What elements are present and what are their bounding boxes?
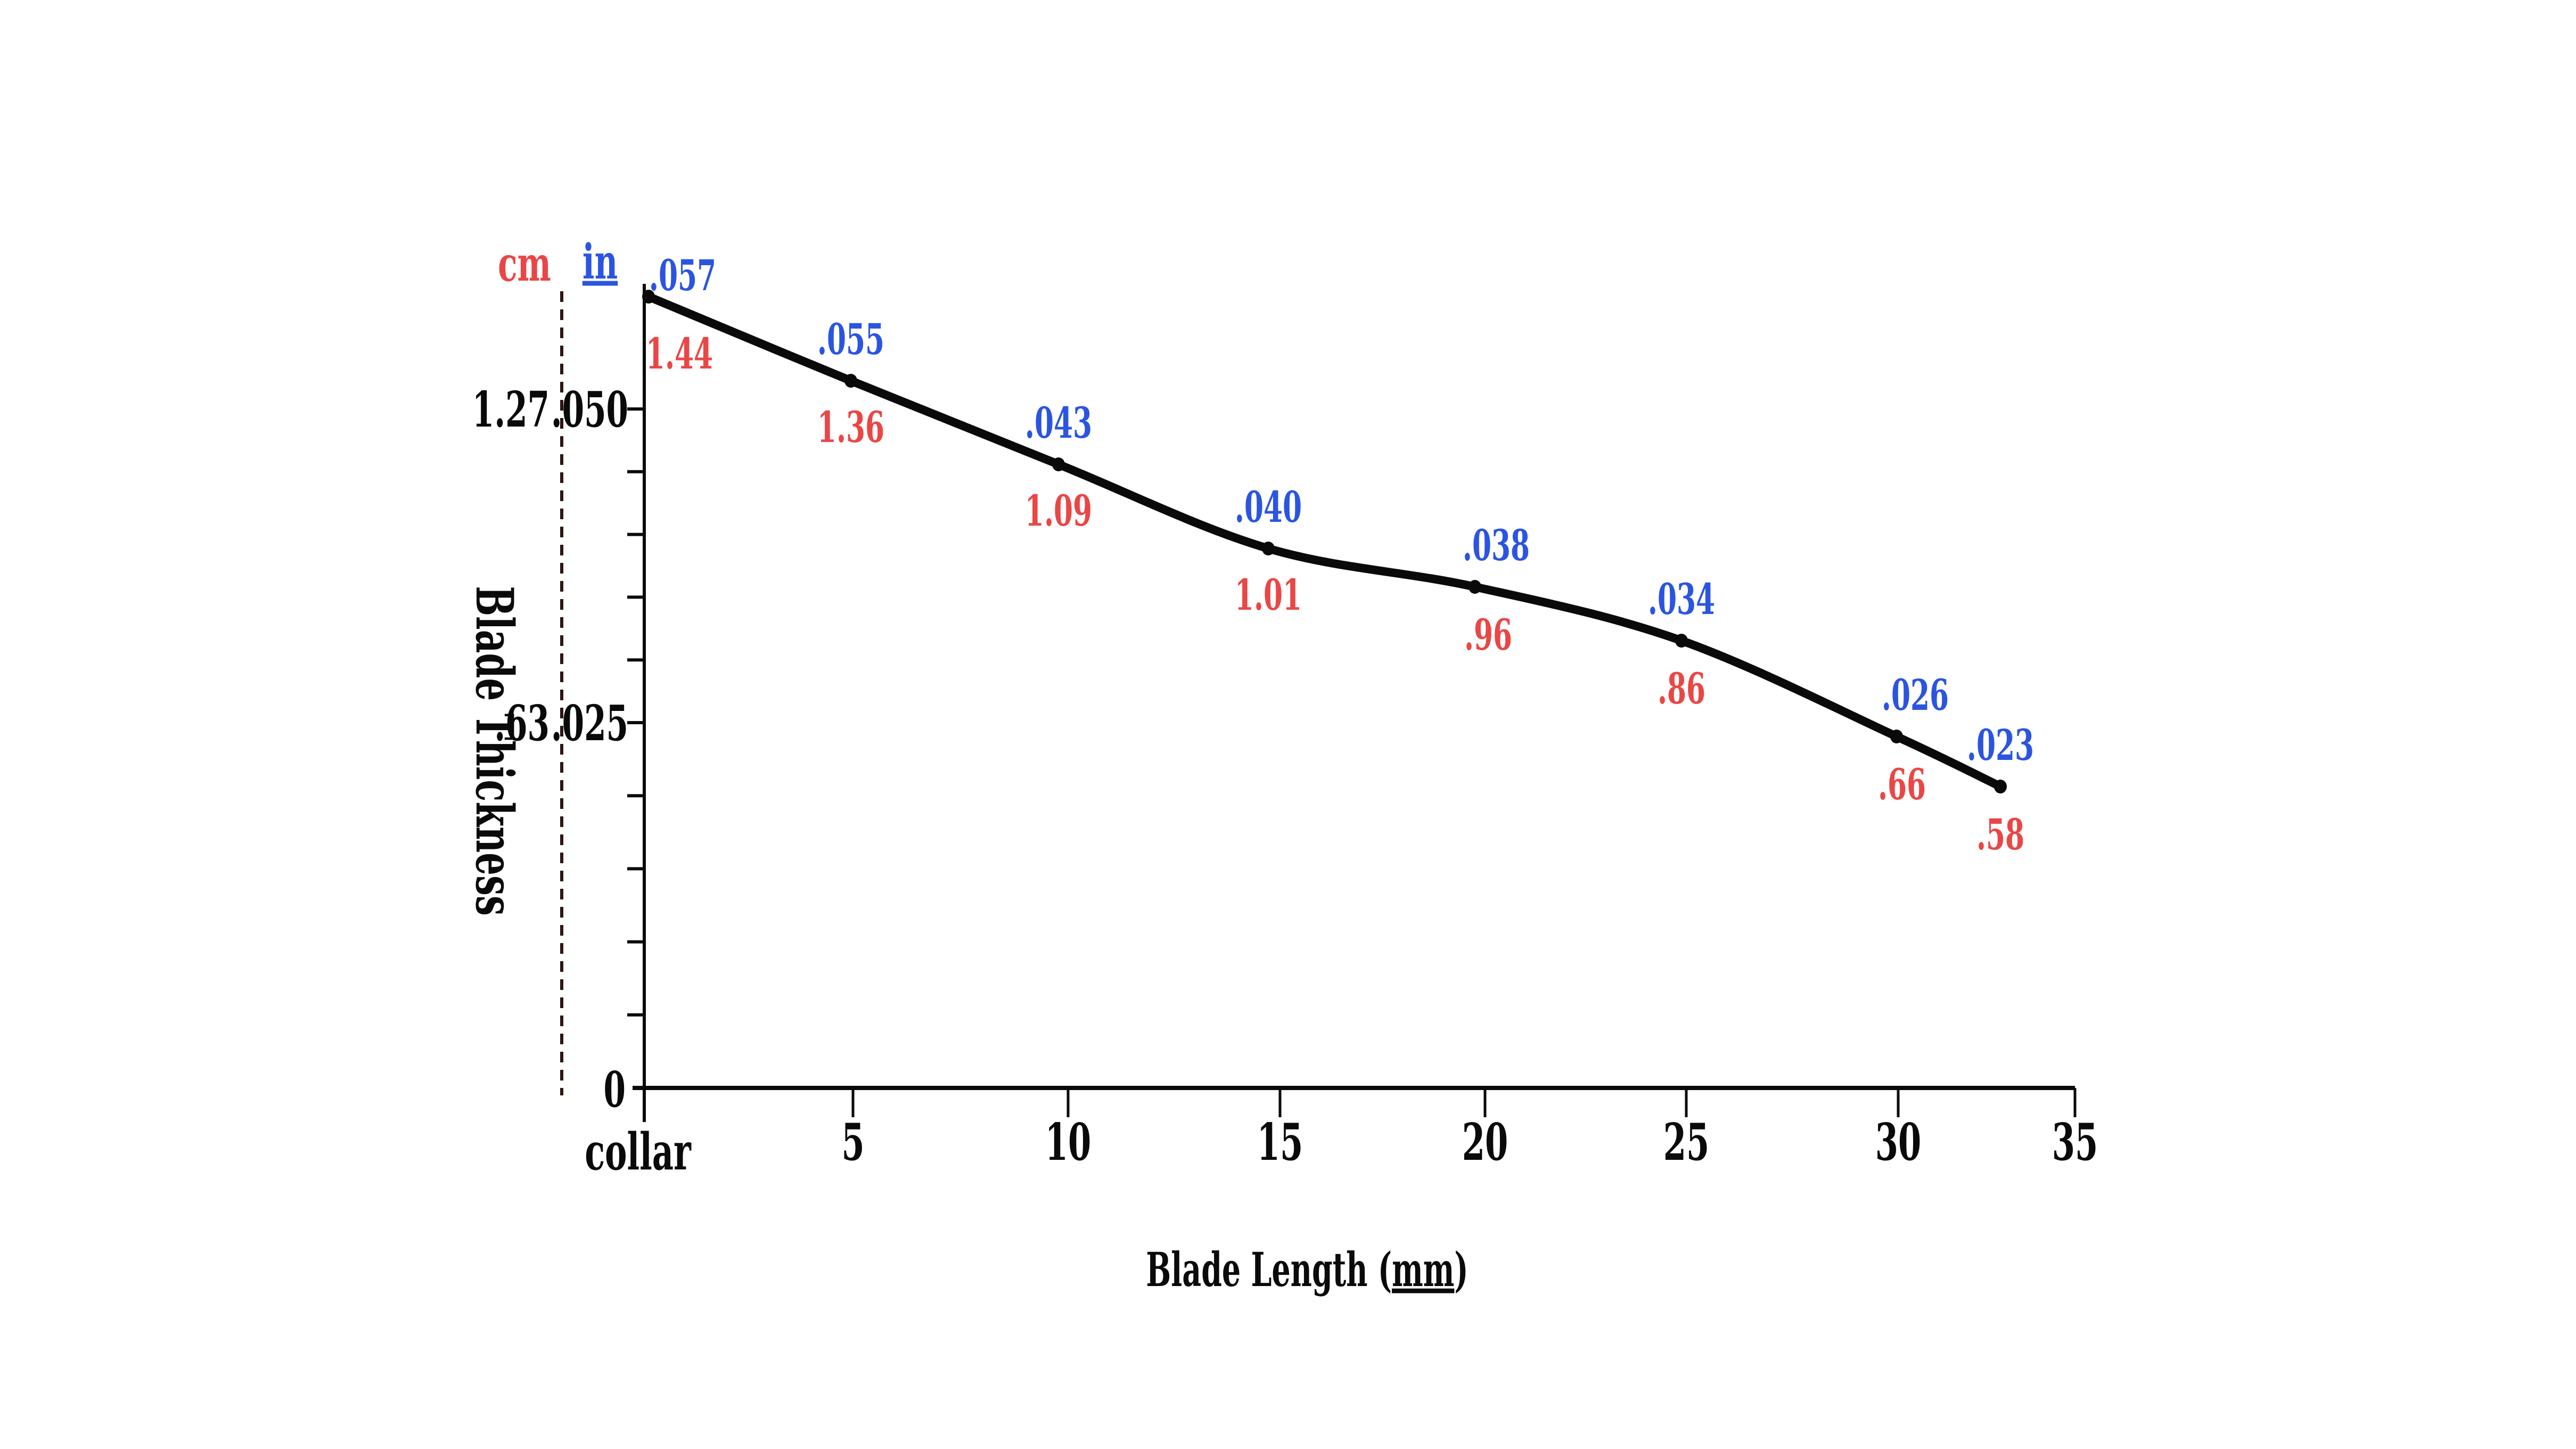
point-label-in: .057 xyxy=(649,251,716,301)
x-tick-label-25: 25 xyxy=(1663,1111,1710,1172)
point-label-in: .055 xyxy=(817,315,884,365)
thickness-curve xyxy=(644,292,2005,791)
data-point-dot xyxy=(1994,780,2007,793)
data-point-dot xyxy=(1262,542,1275,555)
point-label-cm: 1.01 xyxy=(1235,571,1302,620)
y-tick-label-cm: .63 xyxy=(494,694,549,752)
x-axis-title-unit: mm xyxy=(1392,1242,1454,1297)
x-tick-label-5: 5 xyxy=(841,1111,864,1172)
x-tick-label-35: 35 xyxy=(2052,1111,2098,1172)
point-label-in: .023 xyxy=(1967,721,2034,771)
point-label-cm: .58 xyxy=(1976,811,2024,860)
curve-group xyxy=(644,292,2005,791)
x-axis-title: Blade Length (mm) xyxy=(1146,1242,1468,1297)
y-tick-label-in: .025 xyxy=(551,694,628,752)
x-axis-title-suffix: ) xyxy=(1454,1242,1468,1297)
x-tick-label-10: 10 xyxy=(1045,1111,1092,1172)
point-label-in: .043 xyxy=(1025,399,1092,448)
point-labels-group: .057 1.44 .055 1.36 .043 1.09 .040 1.01 .038 .96.… xyxy=(646,251,2034,860)
point-label-cm: 1.36 xyxy=(817,403,884,453)
axis-titles-group: Blade Length (mm) Blade Thickness xyxy=(464,586,1469,1297)
point-label-cm: 1.09 xyxy=(1025,487,1092,536)
data-point-dot xyxy=(844,374,857,388)
point-label-in: .034 xyxy=(1648,575,1715,625)
x-tick-label-30: 30 xyxy=(1875,1111,1922,1172)
x-tick-label-collar: collar xyxy=(585,1121,692,1182)
y-tick-label-in: .050 xyxy=(551,381,628,438)
point-label-in: .038 xyxy=(1463,521,1530,571)
y-tick-label-cm: 1.27 xyxy=(472,381,549,438)
data-point-dot xyxy=(1469,580,1481,594)
axes-group xyxy=(560,284,2075,1122)
unit-header-in: in xyxy=(583,234,618,290)
data-point-dot xyxy=(1675,634,1688,648)
y-axis-title: Blade Thickness xyxy=(464,586,524,916)
data-point-dot xyxy=(1052,457,1065,471)
point-label-cm: .66 xyxy=(1878,760,1926,810)
point-label-cm: .86 xyxy=(1658,665,1705,714)
x-tick-label-15: 15 xyxy=(1257,1111,1303,1172)
ticks-group xyxy=(627,407,2077,1117)
point-label-in: .026 xyxy=(1882,671,1949,721)
x-axis-title-prefix: Blade Length ( xyxy=(1146,1242,1392,1297)
point-label-cm: 1.44 xyxy=(646,330,713,379)
x-tick-label-20: 20 xyxy=(1462,1111,1508,1172)
point-label-cm: .96 xyxy=(1464,611,1512,660)
point-label-in: .040 xyxy=(1235,483,1302,533)
y-axis-zero-label: 0 xyxy=(604,1061,626,1118)
unit-headers-group: cm in xyxy=(498,234,618,292)
data-points-group xyxy=(642,290,2007,793)
unit-header-cm: cm xyxy=(498,236,551,292)
data-point-dot xyxy=(642,290,655,304)
data-point-dot xyxy=(1890,730,1903,743)
